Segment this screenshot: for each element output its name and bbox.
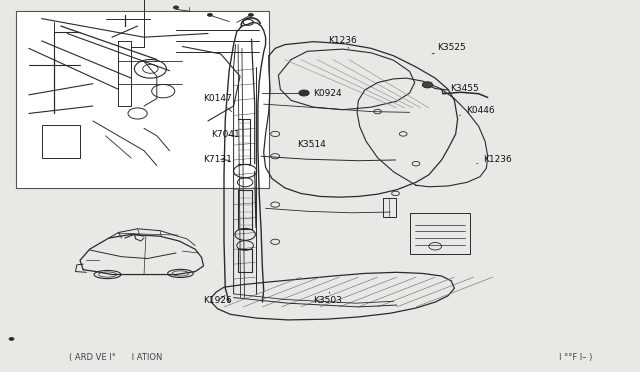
- Text: K7041: K7041: [211, 130, 240, 139]
- Bar: [42, 125, 80, 158]
- Circle shape: [248, 13, 253, 16]
- Bar: [410, 213, 470, 254]
- Text: I °°F l– ): I °°F l– ): [559, 353, 593, 362]
- Text: K1236: K1236: [328, 36, 357, 48]
- Text: K0446: K0446: [460, 106, 495, 115]
- Text: K7131: K7131: [204, 155, 232, 164]
- Circle shape: [299, 90, 309, 96]
- Text: K0924: K0924: [314, 89, 342, 97]
- Text: K1236: K1236: [477, 155, 512, 164]
- Circle shape: [9, 337, 14, 340]
- Text: K3503: K3503: [314, 292, 342, 305]
- Text: K3525: K3525: [432, 43, 466, 54]
- Circle shape: [173, 6, 179, 9]
- Circle shape: [422, 82, 433, 88]
- Text: K0147: K0147: [204, 94, 232, 112]
- Text: ( ARD VE I°      I ATION: ( ARD VE I° I ATION: [68, 353, 162, 362]
- Bar: [16, 11, 269, 188]
- Text: K3455: K3455: [444, 84, 479, 93]
- Text: K3514: K3514: [298, 140, 326, 149]
- Circle shape: [207, 13, 212, 16]
- Text: •: •: [10, 337, 13, 343]
- Text: K1926: K1926: [204, 295, 232, 305]
